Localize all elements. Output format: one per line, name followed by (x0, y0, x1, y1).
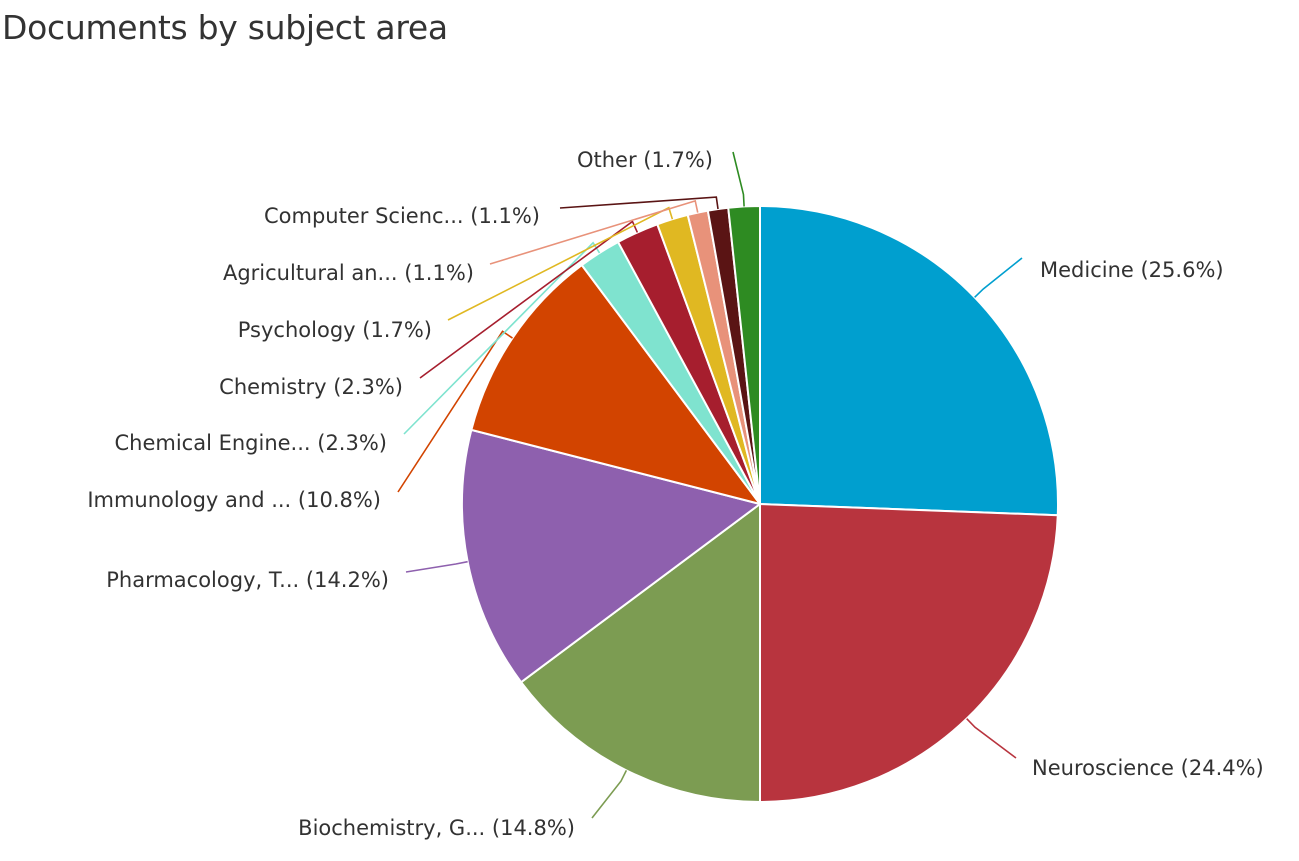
slice-label-chemical-engine: Chemical Engine... (2.3%) (114, 431, 387, 455)
leader-line-computer-scienc (559, 196, 719, 210)
slice-label-agricultural-an: Agricultural an... (1.1%) (223, 261, 474, 285)
slice-label-medicine: Medicine (25.6%) (1040, 258, 1224, 282)
leader-line-chemistry (419, 220, 639, 379)
leader-line-neuroscience (966, 718, 1017, 759)
pie-slice-immunology-and[interactable] (470, 264, 761, 505)
slice-label-neuroscience: Neuroscience (24.4%) (1032, 756, 1264, 780)
slice-label-psychology: Psychology (1.7%) (238, 318, 432, 342)
pie-slice-neuroscience[interactable] (759, 503, 1059, 803)
slice-label-other: Other (1.7%) (577, 148, 713, 172)
leader-line-biochemistry-g (591, 770, 628, 819)
slice-label-chemistry: Chemistry (2.3%) (219, 375, 403, 399)
leader-line-agricultural-an (489, 199, 699, 265)
leader-line-medicine (974, 257, 1023, 298)
leader-line-pharmacology-t (405, 560, 468, 573)
slice-label-immunology-and: Immunology and ... (10.8%) (87, 488, 381, 512)
leader-line-chemical-engine (403, 241, 601, 435)
leader-line-immunology-and (397, 330, 513, 493)
pie-slice-medicine[interactable] (759, 205, 1059, 517)
slice-label-pharmacology-t: Pharmacology, T... (14.2%) (106, 568, 389, 592)
leader-line-psychology (447, 206, 674, 321)
leader-line-other (732, 151, 745, 207)
chart-title: Documents by subject area (2, 8, 448, 47)
slice-label-computer-scienc: Computer Scienc... (1.1%) (264, 204, 540, 228)
slice-label-biochemistry-g: Biochemistry, G... (14.8%) (298, 816, 575, 840)
pie-slice-pharmacology-t[interactable] (461, 428, 761, 684)
